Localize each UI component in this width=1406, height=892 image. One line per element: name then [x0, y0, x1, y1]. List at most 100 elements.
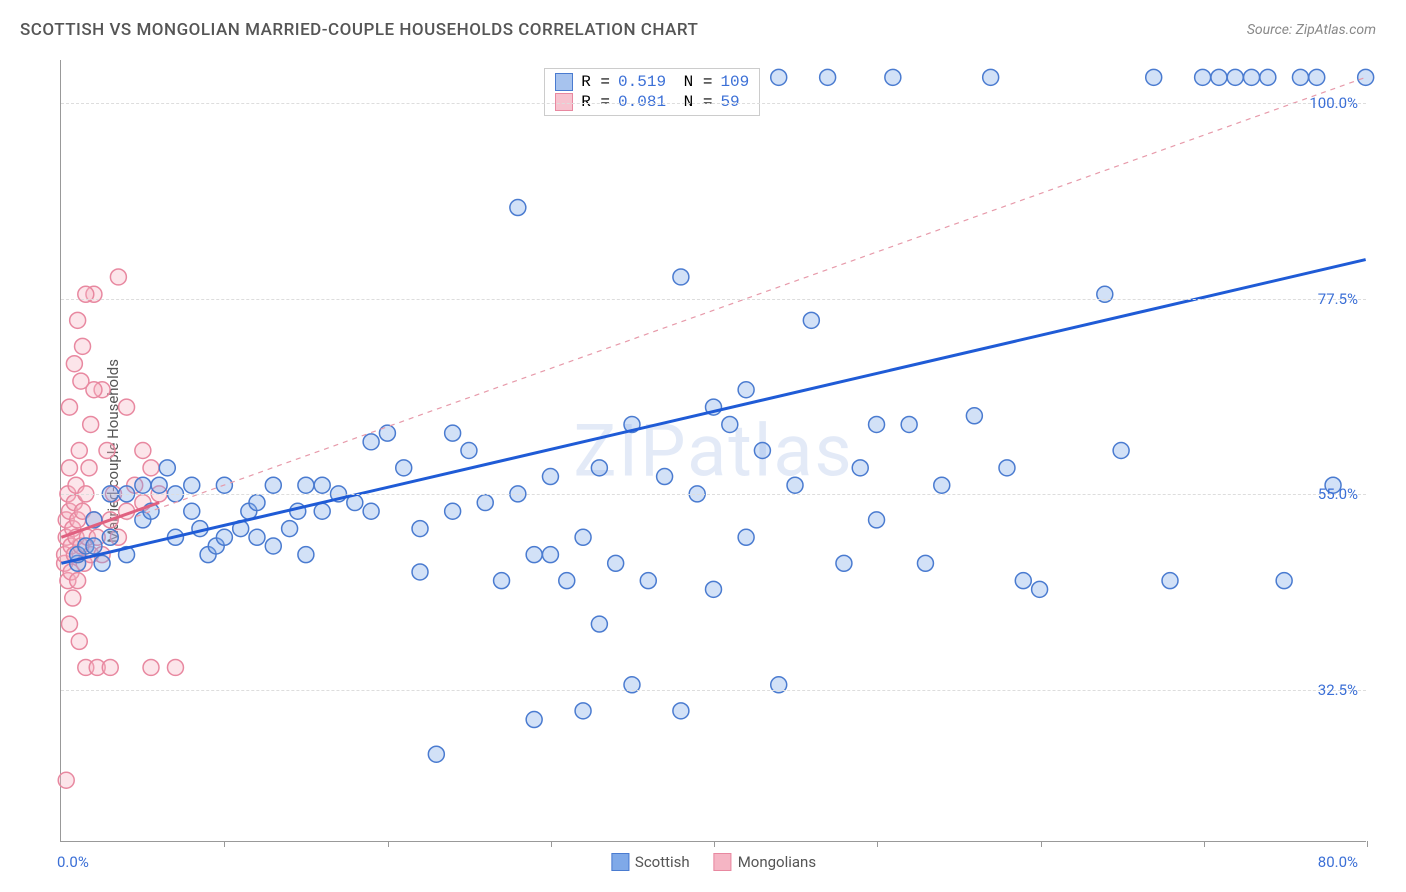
data-point [249, 495, 265, 511]
stats-r-value: 0.519 [618, 73, 666, 91]
data-point [999, 460, 1015, 476]
data-point [70, 312, 86, 328]
data-point [71, 633, 87, 649]
data-point [706, 581, 722, 597]
data-point [575, 529, 591, 545]
data-point [135, 443, 151, 459]
stats-swatch-icon [555, 73, 573, 91]
data-point [526, 712, 542, 728]
data-point [249, 529, 265, 545]
legend-item-mongolians: Mongolians [714, 853, 816, 871]
stats-n-label: N = [674, 93, 712, 111]
trend-line [61, 260, 1365, 564]
data-point [102, 659, 118, 675]
x-tick [224, 841, 225, 847]
data-point [1244, 69, 1260, 85]
data-point [526, 547, 542, 563]
data-point [73, 373, 89, 389]
x-tick [1204, 841, 1205, 847]
data-point [70, 573, 86, 589]
stats-swatch-icon [555, 93, 573, 111]
data-point [754, 443, 770, 459]
data-point [885, 69, 901, 85]
legend-label: Scottish [635, 853, 690, 871]
data-point [640, 573, 656, 589]
data-point [820, 69, 836, 85]
data-point [282, 521, 298, 537]
data-point [1195, 69, 1211, 85]
stats-n-value: 109 [720, 73, 749, 91]
data-point [428, 746, 444, 762]
data-point [657, 469, 673, 485]
data-point [216, 529, 232, 545]
scatter-plot-svg [61, 60, 1366, 841]
x-tick [551, 841, 552, 847]
data-point [901, 416, 917, 432]
data-point [1260, 69, 1276, 85]
data-point [738, 529, 754, 545]
chart-source: Source: ZipAtlas.com [1247, 22, 1376, 38]
data-point [1146, 69, 1162, 85]
data-point [167, 659, 183, 675]
gridline [61, 690, 1366, 691]
gridline [61, 494, 1366, 495]
data-point [869, 512, 885, 528]
data-point [445, 503, 461, 519]
data-point [494, 573, 510, 589]
data-point [66, 356, 82, 372]
data-point [151, 477, 167, 493]
data-point [58, 772, 74, 788]
data-point [61, 616, 77, 632]
data-point [1113, 443, 1129, 459]
data-point [94, 555, 110, 571]
data-point [379, 425, 395, 441]
data-point [787, 477, 803, 493]
chart-title: SCOTTISH VS MONGOLIAN MARRIED-COUPLE HOU… [20, 20, 698, 40]
data-point [1292, 69, 1308, 85]
stats-r-value: 0.081 [618, 93, 666, 111]
x-tick [877, 841, 878, 847]
data-point [445, 425, 461, 441]
chart-container: SCOTTISH VS MONGOLIAN MARRIED-COUPLE HOU… [0, 0, 1406, 892]
data-point [1276, 573, 1292, 589]
data-point [99, 443, 115, 459]
data-point [591, 616, 607, 632]
data-point [102, 529, 118, 545]
data-point [1227, 69, 1243, 85]
data-point [836, 555, 852, 571]
data-point [771, 69, 787, 85]
legend-swatch-icon [714, 853, 732, 871]
data-point [934, 477, 950, 493]
data-point [159, 460, 175, 476]
data-point [314, 503, 330, 519]
stats-n-value: 59 [720, 93, 739, 111]
data-point [608, 555, 624, 571]
data-point [542, 469, 558, 485]
data-point [298, 547, 314, 563]
data-point [1015, 573, 1031, 589]
data-point [559, 573, 575, 589]
data-point [542, 547, 558, 563]
data-point [917, 555, 933, 571]
data-point [265, 477, 281, 493]
data-point [852, 460, 868, 476]
data-point [510, 200, 526, 216]
data-point [722, 416, 738, 432]
data-point [396, 460, 412, 476]
y-tick-label: 100.0% [1309, 94, 1358, 112]
data-point [803, 312, 819, 328]
data-point [61, 399, 77, 415]
stats-row: R = 0.081 N = 59 [555, 93, 749, 111]
x-axis-label-min: 0.0% [57, 853, 89, 871]
data-point [477, 495, 493, 511]
data-point [869, 416, 885, 432]
data-point [184, 503, 200, 519]
data-point [110, 269, 126, 285]
data-point [673, 269, 689, 285]
data-point [412, 521, 428, 537]
data-point [1309, 69, 1325, 85]
data-point [575, 703, 591, 719]
legend-swatch-icon [611, 853, 629, 871]
data-point [314, 477, 330, 493]
data-point [1162, 573, 1178, 589]
